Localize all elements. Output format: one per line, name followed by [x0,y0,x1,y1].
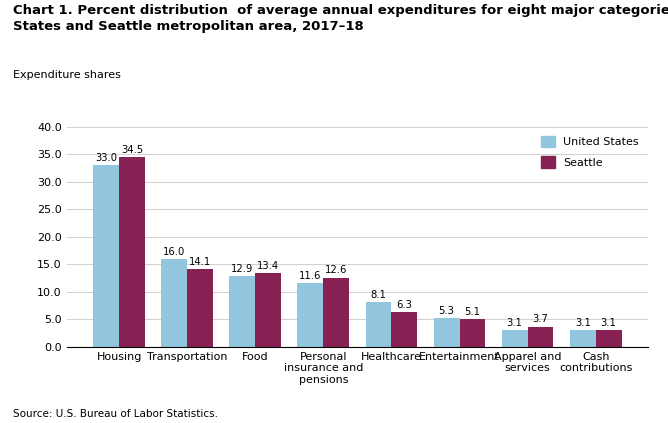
Text: 3.1: 3.1 [507,318,522,327]
Bar [528,327,554,347]
Bar [570,330,596,347]
Bar [255,273,281,347]
Bar [502,330,528,347]
Text: 8.1: 8.1 [371,290,386,300]
Text: 14.1: 14.1 [189,257,211,267]
Text: 16.0: 16.0 [163,247,185,257]
Text: 12.9: 12.9 [231,264,254,274]
Bar [596,330,621,347]
Text: 5.3: 5.3 [439,305,454,316]
Bar [161,259,187,347]
Text: 3.1: 3.1 [574,318,591,327]
Text: 13.4: 13.4 [257,261,279,271]
Text: 33.0: 33.0 [95,153,117,163]
Text: Chart 1. Percent distribution  of average annual expenditures for eight major ca: Chart 1. Percent distribution of average… [13,4,668,33]
Bar [365,302,391,347]
Text: 3.7: 3.7 [532,314,548,324]
Bar [391,312,418,347]
Text: 12.6: 12.6 [325,265,347,275]
Bar [94,165,119,347]
Legend: United States, Seattle: United States, Seattle [538,132,643,171]
Text: 3.1: 3.1 [601,318,617,327]
Text: 5.1: 5.1 [464,307,480,316]
Text: 11.6: 11.6 [299,271,321,281]
Bar [434,318,460,347]
Bar [323,277,349,347]
Bar [229,276,255,347]
Bar [297,283,323,347]
Text: Expenditure shares: Expenditure shares [13,70,121,80]
Text: Source: U.S. Bureau of Labor Statistics.: Source: U.S. Bureau of Labor Statistics. [13,409,218,419]
Text: 6.3: 6.3 [396,300,412,310]
Bar [460,319,486,347]
Bar [187,269,213,347]
Text: 34.5: 34.5 [121,145,143,155]
Bar [119,157,145,347]
